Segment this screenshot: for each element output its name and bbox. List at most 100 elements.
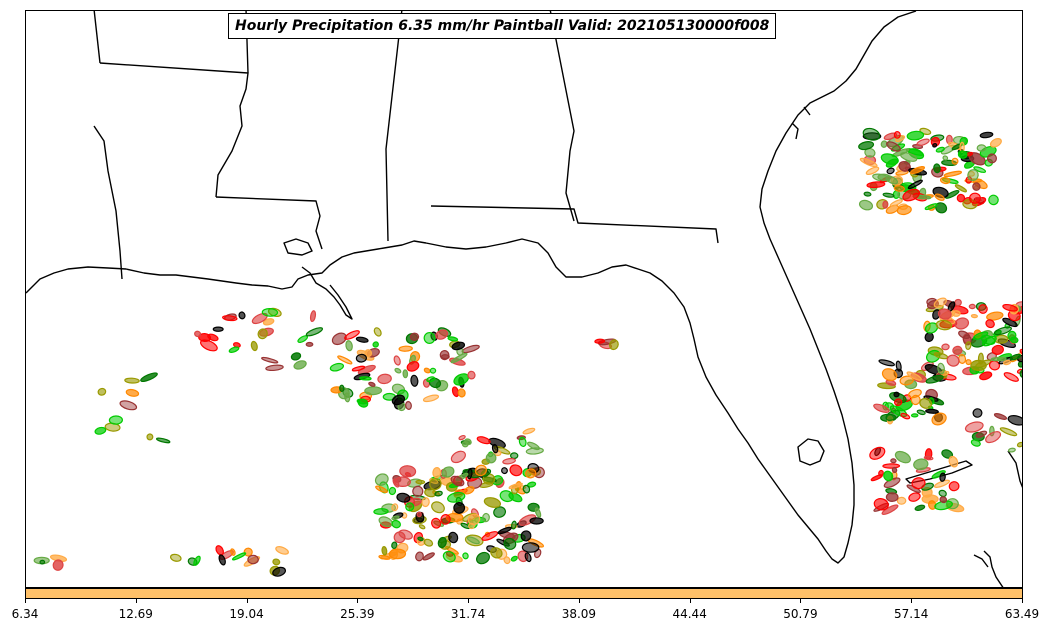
precip-blob — [937, 308, 952, 320]
precip-blob — [993, 326, 1012, 336]
precip-blob — [337, 355, 353, 365]
precip-blob — [985, 431, 1002, 444]
precip-blob — [402, 369, 409, 379]
precip-blob — [261, 307, 279, 317]
precip-blob — [986, 153, 997, 164]
precip-blob — [351, 365, 366, 372]
precip-blob — [935, 146, 945, 153]
precip-blob — [933, 297, 947, 308]
precip-blob — [1007, 415, 1022, 426]
lake-pontchartrain — [283, 238, 313, 256]
precip-blob — [948, 455, 959, 468]
precip-blob — [275, 546, 289, 555]
state-border-al-ga — [549, 11, 575, 222]
precip-blob — [155, 437, 171, 444]
precip-blob — [364, 349, 373, 358]
precip-blob — [422, 394, 440, 403]
precip-blob — [978, 304, 988, 314]
precip-blob — [1002, 359, 1012, 366]
precip-blob — [431, 501, 445, 514]
precip-blob — [989, 138, 1002, 148]
precip-blob — [231, 552, 247, 561]
state-border-la-tx — [93, 125, 123, 280]
precip-blob — [525, 447, 544, 455]
map-canvas — [26, 11, 1022, 587]
precip-blob — [934, 193, 945, 201]
precip-blob — [368, 381, 376, 387]
precip-blob — [97, 387, 107, 396]
precip-blob — [877, 173, 891, 182]
precip-blob — [429, 367, 437, 374]
precip-blob — [988, 194, 999, 206]
precip-blob — [935, 319, 953, 331]
precip-blob — [529, 517, 544, 525]
precip-blob — [880, 153, 899, 165]
precip-blob — [422, 552, 435, 561]
precip-blob — [882, 463, 901, 469]
precip-blob — [391, 519, 402, 529]
precip-blob — [1009, 353, 1022, 361]
precip-blob — [885, 492, 899, 503]
precip-blob — [344, 392, 351, 403]
precip-blob — [457, 388, 466, 398]
precip-blob — [952, 345, 963, 356]
precip-blob — [957, 150, 968, 159]
precip-blob — [508, 482, 523, 490]
precip-blob — [882, 192, 895, 198]
precip-blob — [916, 409, 926, 416]
precip-blob — [108, 415, 123, 425]
precip-blob — [388, 548, 407, 560]
precip-blob — [355, 336, 369, 343]
precip-blob — [238, 311, 246, 320]
precip-blob — [948, 481, 960, 492]
precip-blob — [522, 427, 536, 435]
colorbar-tick-label: 50.79 — [783, 607, 818, 621]
precip-blob — [990, 356, 1007, 362]
map-title: Hourly Precipitation 6.35 mm/hr Paintbal… — [228, 13, 777, 39]
precip-blob — [916, 138, 930, 147]
precip-blob — [886, 167, 895, 175]
precip-blob — [891, 466, 898, 474]
precip-blob — [409, 332, 420, 342]
precip-blob — [272, 558, 281, 566]
precip-blob — [439, 350, 450, 361]
precip-blob — [939, 496, 948, 504]
precip-blob — [976, 144, 987, 152]
state-border-ms-al — [385, 11, 403, 242]
precip-blob — [925, 408, 939, 414]
precip-blob — [858, 199, 874, 211]
precip-blob — [862, 127, 881, 141]
precip-blob — [393, 355, 401, 366]
precip-blob — [890, 458, 897, 464]
precip-blob — [391, 541, 398, 550]
lake-okeechobee — [797, 438, 825, 466]
precip-blob — [873, 403, 890, 413]
precip-blob — [993, 413, 1008, 420]
precip-blob — [140, 372, 158, 383]
precip-blob — [412, 485, 424, 497]
precip-blob — [944, 189, 960, 199]
precip-blob — [243, 547, 253, 557]
precip-blob — [878, 359, 895, 367]
coastline-la-delta — [301, 266, 353, 320]
precip-blob — [372, 341, 379, 348]
colorbar-tick — [800, 599, 802, 603]
precip-blob — [893, 131, 901, 139]
precip-blob — [520, 530, 532, 542]
precip-blob — [124, 377, 140, 384]
precip-blob — [464, 438, 472, 446]
precip-blob — [946, 354, 960, 367]
precip-blob — [895, 360, 902, 372]
coastline-gulf-west — [26, 240, 427, 294]
precip-blob — [345, 340, 353, 352]
precip-blob — [954, 317, 970, 330]
precip-blob — [462, 552, 469, 560]
precip-blob — [467, 513, 481, 526]
precip-blob — [882, 200, 889, 209]
state-border-la-ms — [215, 196, 323, 250]
precip-blob — [900, 152, 918, 162]
precip-blob — [909, 166, 926, 175]
precip-blob — [534, 507, 542, 518]
precip-blob — [169, 553, 182, 562]
colorbar-tick — [578, 599, 580, 603]
